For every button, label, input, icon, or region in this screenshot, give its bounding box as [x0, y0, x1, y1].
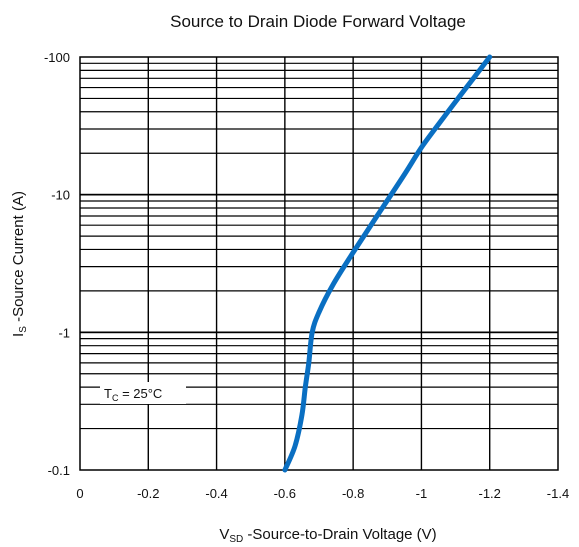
- x-tick-label: -0.4: [205, 486, 227, 501]
- annotation-subscript: C: [112, 393, 119, 403]
- grid-lines: [80, 57, 558, 470]
- y-tick-label: -10: [51, 188, 70, 203]
- series-layer: [282, 54, 493, 473]
- x-tick-label: -1.4: [547, 486, 569, 501]
- x-tick-label: -1.2: [479, 486, 501, 501]
- y-tick-labels: -0.1 -1 -10 -100: [44, 50, 70, 478]
- annotation-rest: = 25°C: [118, 386, 162, 401]
- annotation-background: [100, 382, 186, 404]
- x-tick-label: 0: [76, 486, 83, 501]
- x-axis-label-rest: -Source-to-Drain Voltage (V): [243, 526, 436, 543]
- series-line: [282, 54, 493, 473]
- x-tick-label: -0.6: [274, 486, 296, 501]
- temperature-annotation: TC = 25°C: [104, 386, 162, 403]
- y-tick-label: -1: [58, 325, 70, 340]
- x-axis-label-main: V: [219, 526, 229, 543]
- y-axis-label: IS -Source Current (A): [10, 191, 29, 337]
- x-tick-label: -0.2: [137, 486, 159, 501]
- chart-title: Source to Drain Diode Forward Voltage: [170, 12, 466, 31]
- x-axis-label-subscript: SD: [229, 534, 243, 545]
- y-axis-label-main: I: [10, 333, 27, 337]
- y-axis-label-subscript: S: [18, 326, 29, 333]
- y-axis-label-rest: -Source Current (A): [10, 191, 27, 326]
- annotation-layer: TC = 25°C: [100, 382, 186, 404]
- x-tick-label: -1: [416, 486, 428, 501]
- plot-area: [79, 56, 559, 471]
- y-tick-label: -100: [44, 50, 70, 65]
- y-tick-label: -0.1: [48, 463, 70, 478]
- x-tick-label: -0.8: [342, 486, 364, 501]
- x-axis-label: VSD -Source-to-Drain Voltage (V): [219, 526, 436, 545]
- annotation-main: T: [104, 386, 112, 401]
- x-tick-labels: 0 -0.2 -0.4 -0.6 -0.8 -1 -1.2 -1.4: [76, 486, 569, 501]
